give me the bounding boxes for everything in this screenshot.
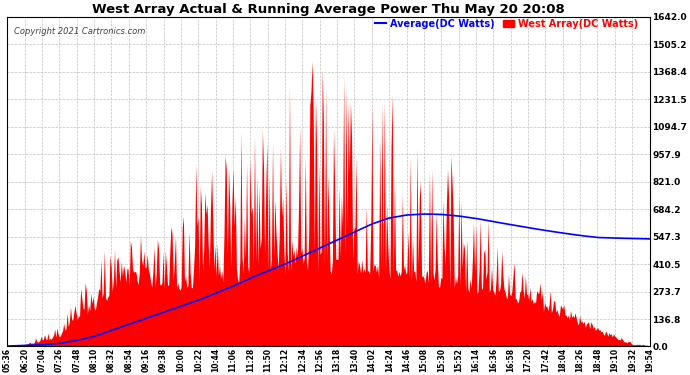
Text: Copyright 2021 Cartronics.com: Copyright 2021 Cartronics.com — [14, 27, 145, 36]
Legend: Average(DC Watts), West Array(DC Watts): Average(DC Watts), West Array(DC Watts) — [375, 18, 638, 28]
Title: West Array Actual & Running Average Power Thu May 20 20:08: West Array Actual & Running Average Powe… — [92, 3, 565, 16]
